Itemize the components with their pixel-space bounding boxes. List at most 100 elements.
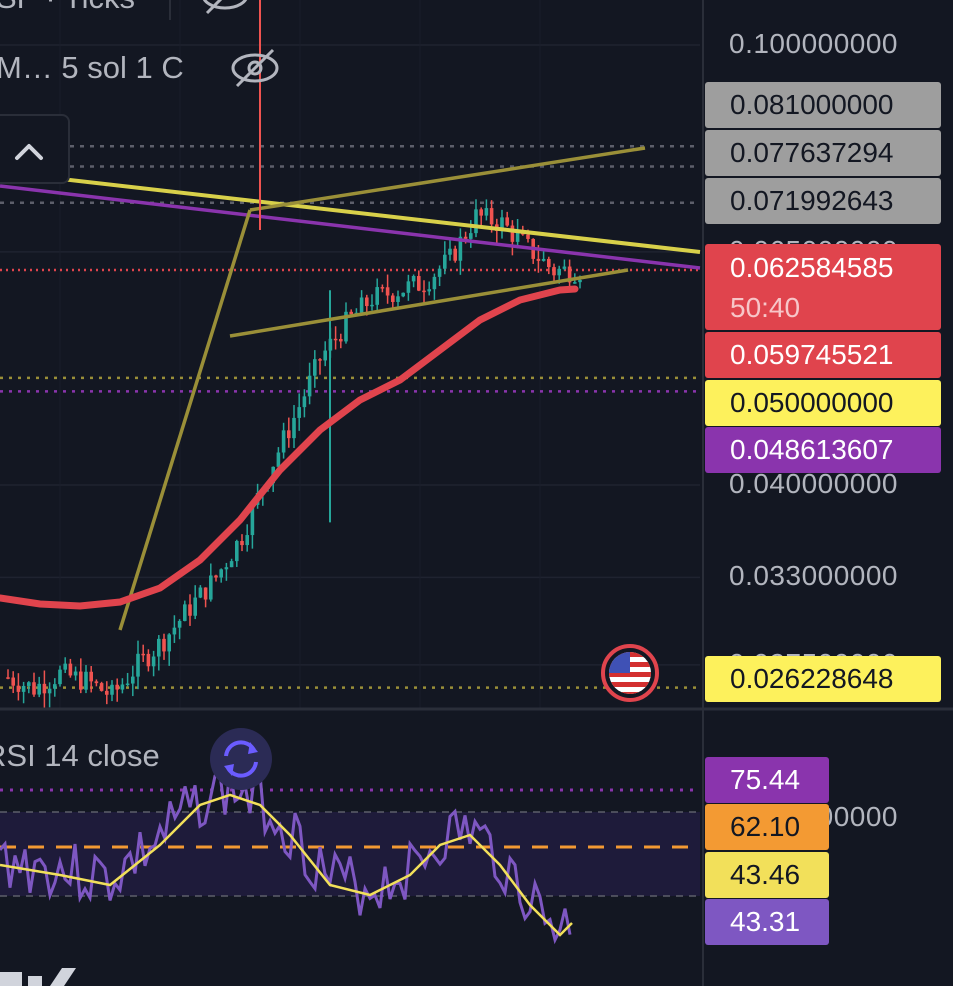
candle-body (422, 290, 426, 293)
legend-indicator: M… 5 sol 1 C (0, 50, 184, 85)
price-badge-value: 0.062584585 (730, 252, 894, 283)
candle-body (79, 671, 83, 690)
candle-body (141, 653, 145, 656)
candle-body (396, 296, 400, 302)
candle-body (136, 653, 140, 677)
candle-body (229, 561, 234, 568)
horizontal-levels (0, 144, 700, 689)
candle-body (73, 671, 78, 676)
trendlines (0, 146, 701, 631)
candle-body (401, 292, 405, 297)
rsi-badge: 75.44 (705, 757, 829, 803)
candle-body (292, 417, 296, 439)
candle-body (391, 295, 395, 302)
candle-body (297, 407, 301, 418)
price-tick-label: 0.033000000 (729, 560, 899, 592)
candle-body (157, 638, 161, 657)
price-badge-value: 0.050000000 (730, 387, 894, 418)
candle-body (562, 266, 567, 269)
candle-body (115, 684, 119, 690)
candle-body (198, 587, 203, 598)
candle-body (406, 281, 411, 293)
candle-body (162, 638, 166, 652)
rsi-ma-line (0, 793, 573, 937)
candle-body (42, 683, 47, 694)
candle-body (84, 671, 88, 690)
candle-body (578, 279, 582, 283)
us-flag-icon[interactable] (600, 643, 660, 703)
candle-body (250, 504, 255, 536)
candle-body (287, 430, 291, 439)
candle-body (89, 671, 93, 682)
candles (6, 199, 582, 708)
trendline[interactable] (118, 209, 252, 631)
candle-body (417, 276, 421, 291)
price-badge: 0.077637294 (705, 130, 941, 176)
rsi-badge: 43.31 (705, 899, 829, 945)
candle-body (547, 258, 551, 268)
candle-body (276, 452, 281, 467)
candle-body (536, 258, 541, 261)
candle-body (385, 287, 390, 296)
candle-body (99, 683, 104, 691)
price-badge: 0.081000000 (705, 82, 941, 128)
candle-body (448, 248, 452, 255)
candle-body (469, 233, 473, 239)
candle-body (245, 535, 249, 546)
price-badge-value: 0.081000000 (730, 89, 894, 120)
candle-body (68, 663, 73, 676)
collapse-legend-button[interactable] (0, 114, 70, 184)
candle-body (313, 359, 317, 376)
logo-icon (0, 968, 76, 986)
candle-body (500, 217, 504, 231)
candle-body (302, 396, 307, 408)
price-badge-value: 0.059745521 (730, 339, 894, 370)
price-badge: 0.062584585 50:40 (705, 244, 941, 330)
trendline[interactable] (0, 170, 701, 254)
trendline[interactable] (249, 146, 646, 212)
candle-body (58, 669, 62, 685)
legend-top-partial: SP · Ticks (0, 0, 135, 16)
candle-body (240, 540, 244, 546)
price-badge-value: 0.077637294 (730, 137, 894, 168)
rsi-legend: RSI 14 close (0, 738, 160, 773)
trendline[interactable] (229, 268, 629, 338)
trendline[interactable] (0, 184, 701, 270)
candle-body (125, 683, 130, 686)
candle-body (307, 375, 312, 397)
candle-body (458, 236, 463, 261)
candle-body (380, 287, 385, 289)
candle-body (318, 359, 322, 361)
candle-body (432, 276, 437, 290)
candle-body (567, 266, 572, 283)
eye-off-icon[interactable] (231, 48, 279, 88)
candle-body (479, 209, 483, 216)
candle-body (6, 677, 10, 679)
candle-body (463, 236, 468, 239)
candle-body (437, 268, 442, 277)
candle-body (27, 682, 31, 686)
candle-body (32, 682, 36, 695)
rsi-band (0, 812, 700, 896)
sync-icon[interactable] (210, 728, 272, 790)
eye-off-icon[interactable] (202, 0, 248, 15)
candle-body (505, 217, 509, 226)
candle-body (552, 267, 556, 276)
candle-body (474, 209, 478, 234)
candle-body (339, 339, 343, 342)
candle-body (365, 297, 369, 307)
rsi-badge: 62.10 (705, 804, 829, 850)
price-badge: 0.048613607 (705, 427, 941, 473)
price-badge-value: 0.071992643 (730, 185, 894, 216)
candle-body (515, 232, 520, 242)
price-badge: 0.026228648 (705, 656, 941, 702)
candle-body (333, 338, 338, 341)
candle-body (427, 289, 431, 292)
candle-body (120, 684, 125, 690)
candle-body (281, 430, 286, 453)
rsi-badge: 43.46 (705, 852, 829, 898)
rsi-line (0, 767, 572, 945)
candle-body (411, 276, 416, 282)
